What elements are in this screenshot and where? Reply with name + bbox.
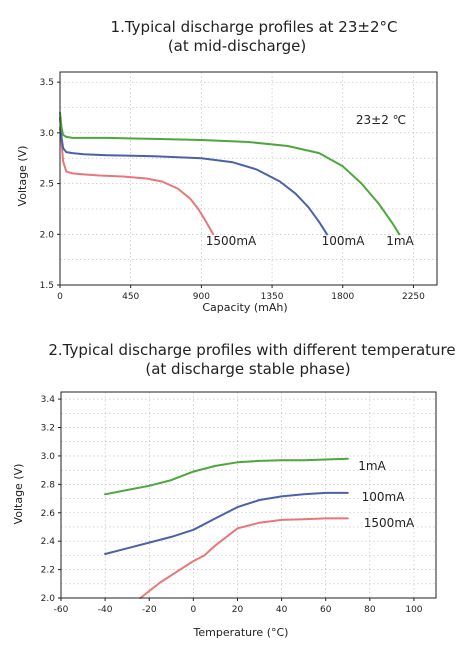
series-line-1500ma — [139, 517, 349, 599]
y-tick-label: 2.0 — [41, 594, 56, 604]
x-tick-label: 1800 — [331, 292, 354, 302]
y-tick-label: 2.4 — [41, 537, 56, 547]
x-tick-label: 60 — [320, 605, 332, 615]
y-tick-label: 2.2 — [41, 566, 55, 576]
chart1-y-ticks: 1.5 2.0 2.5 3.0 3.5 — [40, 78, 60, 291]
y-tick-label: 2.0 — [40, 230, 55, 240]
x-tick-label: 0 — [190, 605, 196, 615]
y-tick-label: 3.4 — [41, 395, 56, 405]
x-tick-label: -40 — [98, 605, 113, 615]
chart2-label-1500ma: 1500mA — [364, 516, 415, 530]
chart1-x-axis-label: Capacity (mAh) — [202, 301, 287, 314]
chart2-plot-frame — [60, 391, 437, 599]
chart1-title: 1.Typical discharge profiles at 23±2°C — [111, 18, 398, 36]
y-tick-label: 3.0 — [40, 129, 55, 139]
chart2-y-axis-label: Voltage (V) — [12, 464, 25, 525]
chart2-title: 2.Typical discharge profiles with differ… — [48, 341, 455, 359]
chart2-y-ticks: 2.0 2.2 2.4 2.6 2.8 3.0 3.2 3.4 — [41, 395, 61, 604]
series-line-1ma — [59, 111, 401, 236]
chart2-x-axis-label: Temperature (°C) — [193, 626, 289, 639]
x-tick-label: 450 — [122, 292, 139, 302]
y-tick-label: 1.5 — [40, 281, 54, 291]
chart1-plot-frame — [59, 71, 438, 286]
chart1-temperature-annotation: 23±2 ℃ — [356, 113, 406, 127]
y-tick-label: 3.2 — [41, 424, 55, 434]
series-line-100ma — [59, 116, 328, 236]
chart1-series — [59, 111, 401, 236]
x-tick-label: -60 — [54, 605, 69, 615]
chart1-gridlines — [60, 72, 437, 285]
y-tick-label: 2.5 — [40, 180, 54, 190]
chart1-x-ticks: 0 450 900 1350 1800 2250 — [57, 285, 425, 302]
y-tick-label: 3.0 — [41, 452, 56, 462]
chart2-series — [104, 457, 349, 599]
chart1-y-axis-label: Voltage (V) — [16, 146, 29, 207]
x-tick-label: 20 — [232, 605, 244, 615]
series-line-100ma — [104, 491, 349, 555]
y-tick-label: 2.6 — [41, 509, 56, 519]
y-tick-label: 3.5 — [40, 78, 54, 88]
y-tick-label: 2.8 — [41, 480, 56, 490]
x-tick-label: 1350 — [261, 292, 284, 302]
x-tick-label: 900 — [193, 292, 210, 302]
chart2-label-100ma: 100mA — [362, 490, 406, 504]
chart1-subtitle: (at mid-discharge) — [168, 37, 306, 55]
x-tick-label: 100 — [405, 605, 422, 615]
x-tick-label: -20 — [142, 605, 157, 615]
series-line-1500ma — [59, 126, 215, 236]
chart2-gridlines — [61, 392, 436, 598]
chart1-label-100ma: 100mA — [322, 234, 366, 248]
chart1-label-1ma: 1mA — [386, 234, 414, 248]
series-line-1ma — [104, 457, 349, 496]
x-tick-label: 0 — [57, 292, 63, 302]
chart2-label-1ma: 1mA — [358, 459, 386, 473]
x-tick-label: 80 — [364, 605, 376, 615]
chart2-subtitle: (at discharge stable phase) — [145, 360, 350, 378]
x-tick-label: 40 — [276, 605, 288, 615]
chart2-x-ticks: -60 -40 -20 0 20 40 60 80 100 — [54, 598, 423, 615]
chart1-label-1500ma: 1500mA — [206, 234, 257, 248]
x-tick-label: 2250 — [402, 292, 425, 302]
